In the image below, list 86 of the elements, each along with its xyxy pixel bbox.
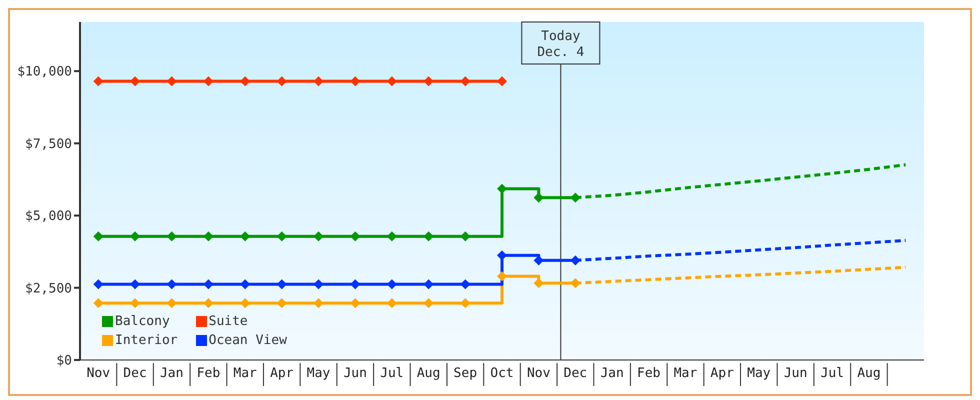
legend-label: Suite	[208, 314, 248, 329]
point	[424, 76, 434, 86]
x-tick-label: Apr	[270, 366, 294, 381]
point	[570, 255, 580, 266]
point	[203, 76, 214, 86]
x-tick-label: Oct	[490, 366, 514, 381]
point	[276, 298, 287, 308]
point	[130, 279, 140, 290]
x-tick-label: Aug	[857, 366, 881, 381]
point	[497, 271, 507, 282]
point	[570, 278, 580, 288]
point	[276, 231, 287, 242]
point	[93, 279, 104, 290]
point	[93, 298, 104, 308]
point	[166, 279, 177, 290]
point	[166, 298, 177, 308]
annotation: Today Dec. 4	[537, 29, 584, 60]
point	[314, 76, 324, 86]
point	[166, 76, 177, 86]
x-tick-label: Aug	[416, 366, 440, 381]
point	[93, 231, 104, 242]
point	[240, 279, 250, 290]
point	[350, 279, 360, 290]
x-tick-label: Nov	[86, 366, 110, 381]
x-tick-label: Sep	[454, 366, 478, 381]
y-tick-label: $7,500	[25, 136, 72, 152]
x-tick-label: Jun	[784, 366, 808, 381]
y-tick-label: $5,000	[25, 209, 72, 224]
x-tick-label: Mar	[233, 366, 258, 381]
x-tick-label: Jan	[160, 366, 184, 381]
point	[534, 192, 544, 203]
x-tick-label: Jul	[820, 366, 844, 381]
point	[203, 231, 214, 242]
point	[350, 298, 360, 308]
point	[386, 298, 397, 308]
point	[534, 255, 544, 266]
y-tick-label: $10,000	[17, 64, 72, 80]
point	[240, 298, 250, 308]
x-tick-label: May	[306, 366, 330, 381]
x-tick-label: Feb	[637, 366, 661, 381]
point	[203, 298, 214, 308]
point	[386, 231, 397, 242]
legend-label: Ocean View	[208, 333, 287, 348]
x-tick-label: Jan	[600, 366, 624, 381]
point	[314, 279, 324, 290]
point	[166, 231, 177, 242]
point	[276, 279, 287, 290]
point	[130, 298, 140, 308]
x-tick-label: Apr	[710, 366, 734, 381]
point	[424, 231, 434, 242]
x-tick-label: Nov	[526, 366, 551, 381]
x-tick-label: Dec	[564, 366, 588, 381]
y-tick-label: $0	[56, 354, 72, 369]
point	[497, 250, 507, 260]
point	[497, 76, 507, 86]
x-tick-label: May	[747, 366, 771, 381]
point	[350, 76, 360, 86]
point	[424, 279, 434, 290]
point	[314, 298, 324, 308]
point	[460, 231, 470, 242]
legend-label: Balcony	[115, 314, 170, 329]
point	[93, 76, 104, 86]
point	[130, 76, 140, 86]
point	[497, 184, 507, 194]
point	[534, 278, 544, 288]
point	[203, 279, 214, 290]
x-tick-label: Jun	[343, 366, 367, 381]
point	[240, 231, 250, 242]
point	[350, 231, 360, 242]
point	[240, 76, 250, 86]
point	[570, 192, 580, 203]
x-tick-label: Jul	[380, 366, 404, 381]
point	[130, 231, 140, 242]
x-tick-label: Mar	[674, 366, 698, 381]
point	[314, 231, 324, 242]
x-tick-label: Dec	[123, 366, 147, 381]
point	[460, 298, 470, 308]
point	[460, 76, 470, 86]
x-tick-label: Feb	[196, 366, 220, 381]
legend-label: Interior	[115, 333, 178, 348]
y-tick-label: $2,500	[25, 281, 72, 296]
point	[386, 279, 397, 290]
point	[424, 298, 434, 308]
point	[386, 76, 397, 86]
point	[276, 76, 287, 86]
point	[460, 279, 470, 290]
